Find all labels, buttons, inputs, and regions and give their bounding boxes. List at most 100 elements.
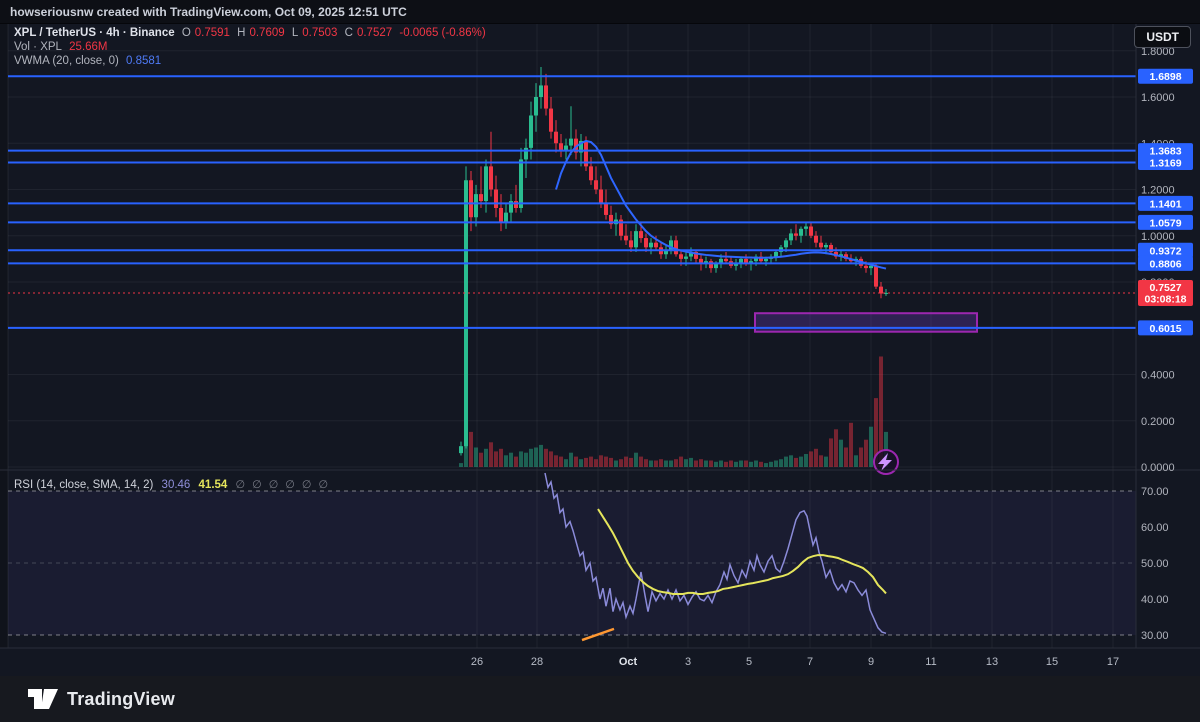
candle	[879, 286, 883, 294]
price-axis-label: 0.2000	[1141, 416, 1175, 428]
candle	[824, 245, 828, 248]
price-level-label	[1138, 195, 1193, 211]
open-label: O	[181, 27, 191, 39]
candle	[599, 189, 603, 204]
candle	[514, 201, 518, 208]
volume-bar	[514, 456, 518, 467]
price-level-label-text: 0.8806	[1149, 258, 1181, 270]
rsi-sma-line	[597, 508, 887, 595]
candle	[604, 203, 608, 215]
candle	[609, 214, 613, 225]
legend-row-vwma: VWMA (20, close, 0) 0.8581	[14, 54, 490, 68]
price-level-label	[1138, 242, 1193, 258]
last-price-label	[1138, 279, 1193, 306]
candle	[694, 251, 698, 259]
candle	[724, 258, 728, 262]
last-price-label-text: 0.7527	[1149, 282, 1181, 294]
candle	[864, 265, 868, 269]
candle	[459, 446, 463, 454]
currency-toggle-button[interactable]: USDT	[1134, 26, 1191, 48]
rsi-trendline[interactable]	[581, 627, 615, 642]
volume-label[interactable]: Vol · XPL	[14, 41, 62, 53]
volume-bar	[679, 456, 683, 467]
rsi-indicator-label[interactable]: RSI (14, close, SMA, 14, 2)	[14, 479, 154, 491]
candle	[644, 238, 648, 248]
lightning-bolt-icon	[878, 453, 892, 471]
price-level-label	[1138, 68, 1193, 84]
low-label: L	[291, 27, 299, 39]
candle	[569, 138, 573, 146]
candle	[784, 240, 788, 248]
volume-bar	[734, 461, 738, 467]
attribution-text: howseriousnw created with TradingView.co…	[10, 5, 407, 19]
volume-bar	[689, 457, 693, 467]
candle	[874, 265, 878, 287]
symbol-title[interactable]: XPL / TetherUS · 4h · Binance	[14, 27, 175, 39]
volume-bar	[534, 447, 538, 467]
price-level-label	[1138, 214, 1193, 230]
rsi-legend: RSI (14, close, SMA, 14, 2) 30.46 41.54 …	[14, 478, 340, 491]
candle	[464, 180, 468, 447]
candle	[564, 145, 568, 151]
volume-bar	[604, 456, 608, 467]
volume-bar	[634, 452, 638, 467]
volume-bar	[594, 459, 598, 467]
candle	[689, 251, 693, 257]
candle	[699, 258, 703, 264]
volume-bar	[484, 448, 488, 467]
volume-bar	[614, 460, 618, 467]
volume-bar	[809, 451, 813, 467]
empty-set-icon: ∅	[268, 479, 279, 491]
price-level-label	[1138, 320, 1193, 336]
volume-bar	[699, 459, 703, 467]
vwma-label[interactable]: VWMA (20, close, 0)	[14, 55, 119, 67]
volume-bar	[844, 447, 848, 467]
rsi-axis-label: 40.00	[1141, 594, 1169, 606]
open-value: 0.7591	[194, 27, 230, 39]
candle	[809, 226, 813, 236]
volume-bar	[879, 356, 883, 467]
tradingview-logo-icon	[28, 689, 58, 709]
candle	[739, 258, 743, 264]
empty-set-icon: ∅	[285, 479, 295, 491]
candle	[524, 147, 528, 160]
price-level-label-text: 1.3683	[1149, 146, 1181, 158]
volume-bar	[544, 448, 548, 467]
time-axis-label: 5	[746, 656, 752, 668]
candle	[544, 85, 548, 109]
volume-value: 25.66M	[69, 41, 108, 53]
volume-bar	[794, 457, 798, 467]
attribution-bar: howseriousnw created with TradingView.co…	[0, 0, 1200, 24]
price-level-label	[1138, 154, 1193, 170]
vwma-line	[555, 139, 887, 270]
candle	[794, 233, 798, 236]
candle	[789, 233, 793, 241]
time-axis-label: 9	[868, 656, 874, 668]
volume-bar	[864, 439, 868, 467]
volume-bar	[479, 452, 483, 467]
volume-bar	[724, 461, 728, 467]
volume-bar	[704, 460, 708, 467]
volume-bar	[709, 460, 713, 467]
volume-bar	[669, 460, 673, 467]
volume-bar	[814, 448, 818, 467]
price-level-label-text: 1.0579	[1149, 217, 1181, 229]
candle	[819, 242, 823, 248]
volume-bar	[684, 459, 688, 467]
high-value: 0.7609	[249, 27, 285, 39]
volume-bar	[459, 463, 463, 467]
volume-bar	[859, 447, 863, 467]
support-zone-box[interactable]	[754, 312, 978, 333]
candle	[539, 85, 543, 97]
candle	[759, 256, 763, 262]
volume-bar	[834, 429, 838, 467]
volume-bar	[729, 460, 733, 467]
close-value: 0.7527	[356, 27, 393, 39]
rsi-axis-label: 30.00	[1141, 630, 1169, 642]
volume-bar	[714, 461, 718, 467]
volume-bar	[804, 454, 808, 467]
candle	[754, 256, 758, 262]
volume-bar	[619, 459, 623, 467]
